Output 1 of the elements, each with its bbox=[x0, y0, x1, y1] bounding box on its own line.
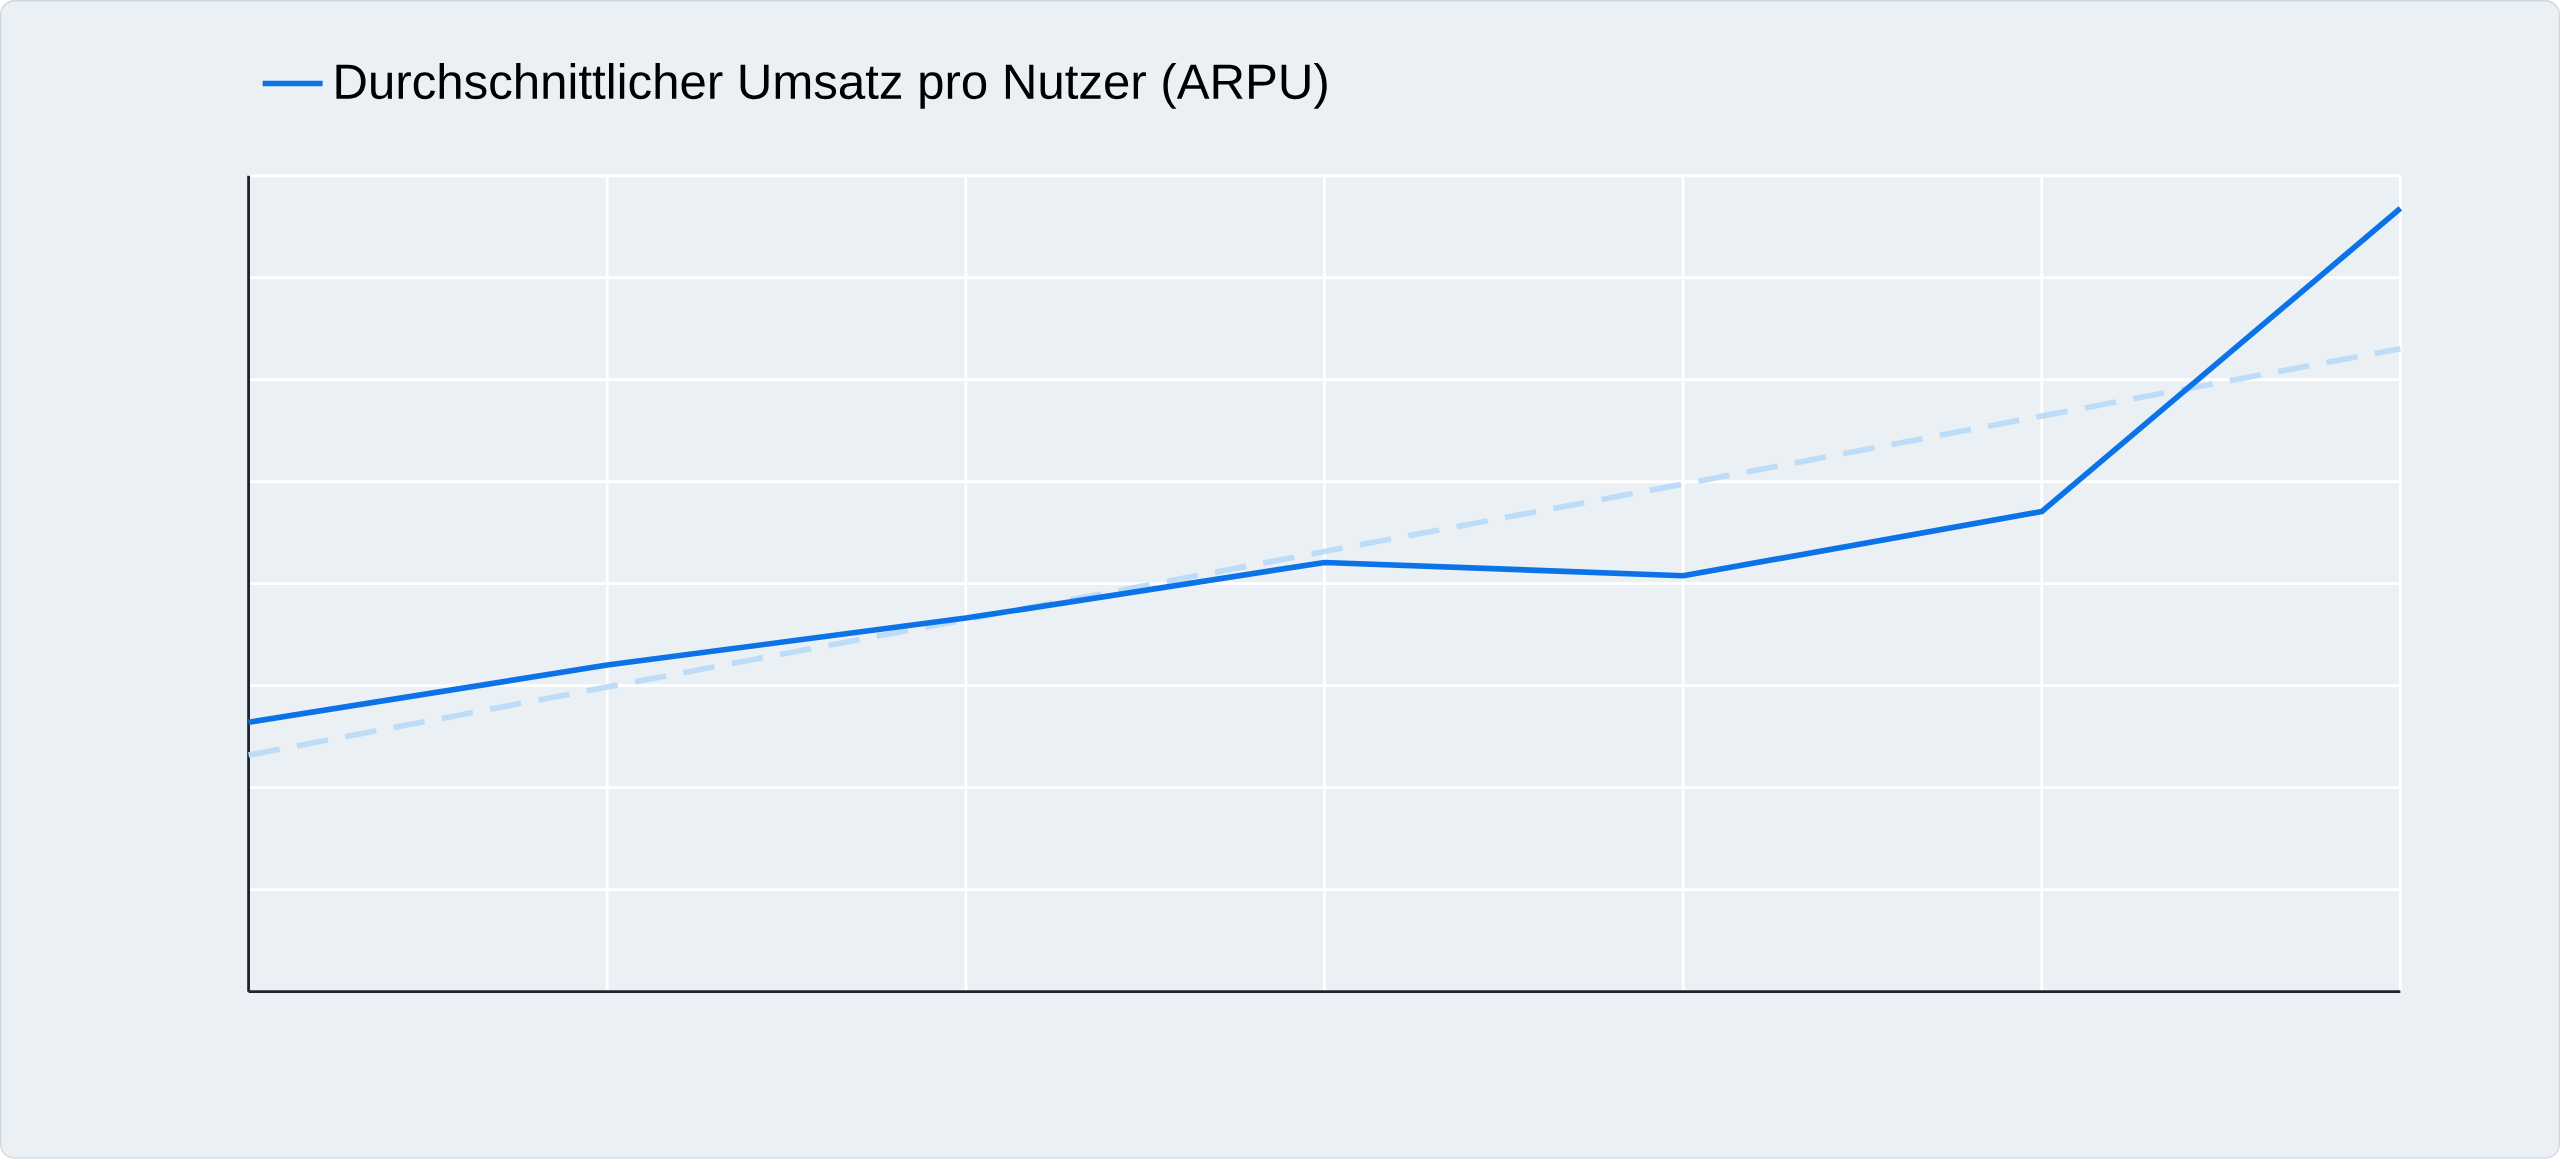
legend-label: Durchschnittlicher Umsatz pro Nutzer (ARPU) bbox=[336, 63, 1327, 109]
